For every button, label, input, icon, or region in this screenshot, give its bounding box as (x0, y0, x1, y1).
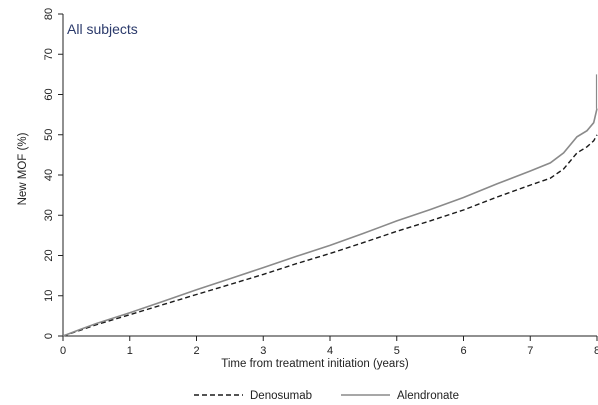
y-axis: 0 10 20 30 40 50 60 70 80 (43, 8, 63, 339)
x-axis-title: Time from treatment initiation (years) (221, 358, 409, 370)
y-tick-label: 40 (43, 169, 55, 181)
legend-label-alendronate: Alendronate (397, 390, 459, 402)
y-tick-label: 50 (43, 129, 55, 141)
y-tick-label: 80 (43, 8, 55, 20)
x-tick-label: 4 (327, 345, 333, 357)
x-tick-label: 5 (394, 345, 400, 357)
legend-label-denosumab: Denosumab (250, 390, 312, 402)
y-tick-label: 0 (43, 333, 55, 339)
x-tick-label: 1 (127, 345, 133, 357)
y-tick-label: 60 (43, 88, 55, 100)
series-line-denosumab (62, 134, 598, 337)
x-tick-label: 7 (527, 345, 533, 357)
y-tick-label: 10 (43, 290, 55, 302)
x-axis: 0 1 2 3 4 5 6 7 8 (60, 336, 598, 357)
panel-label: All subjects (67, 21, 138, 37)
y-tick-label: 70 (43, 48, 55, 60)
series-line-alendronate (62, 108, 598, 337)
x-tick-label: 0 (60, 345, 66, 357)
legend: Denosumab Alendronate (194, 390, 459, 402)
x-tick-label: 3 (260, 345, 266, 357)
y-tick-label: 20 (43, 249, 55, 261)
x-tick-label: 8 (594, 345, 598, 357)
y-axis-title: New MOF (%) (17, 132, 29, 205)
x-tick-label: 6 (460, 345, 466, 357)
series-layer (62, 74, 598, 337)
x-tick-label: 2 (193, 345, 199, 357)
y-tick-label: 30 (43, 209, 55, 221)
